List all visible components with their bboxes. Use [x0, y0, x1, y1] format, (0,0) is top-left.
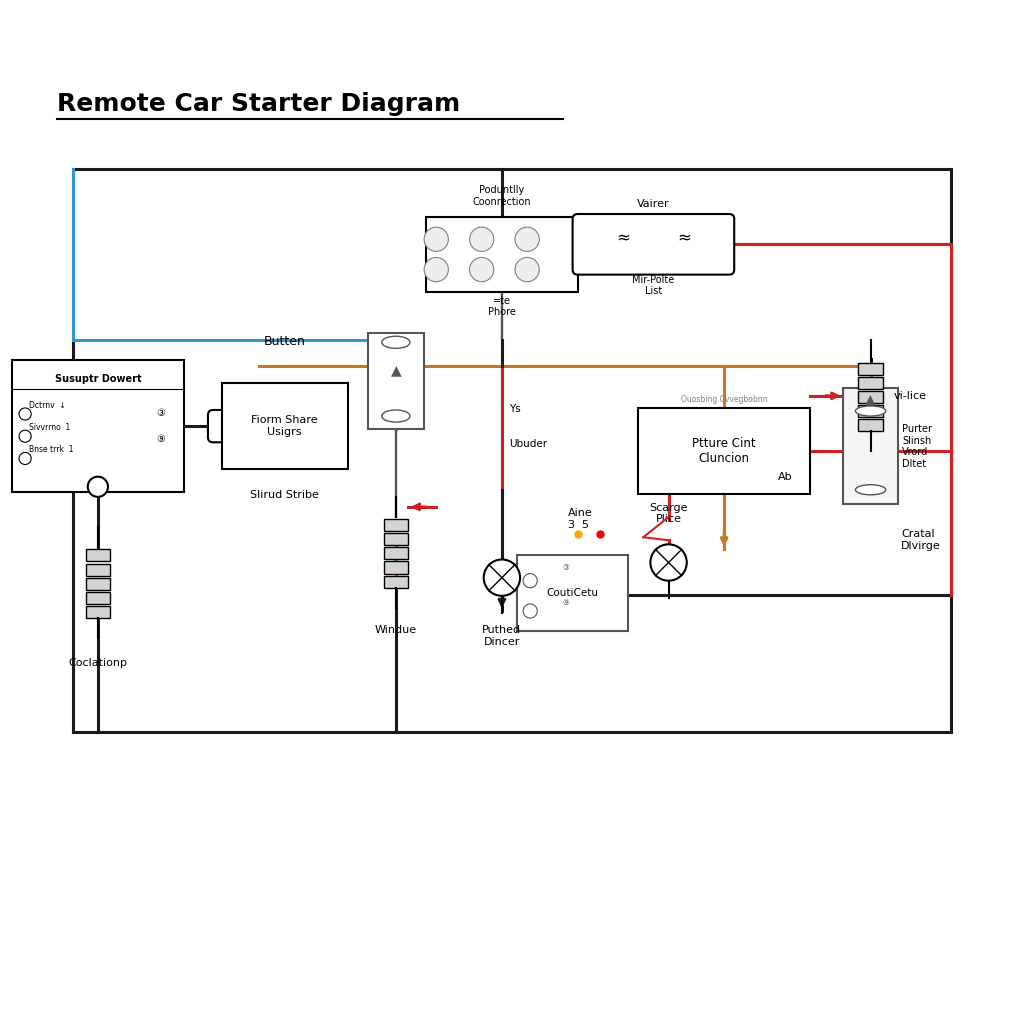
Circle shape [515, 257, 540, 282]
Text: =te
Phore: =te Phore [488, 296, 516, 317]
Text: ③: ③ [562, 563, 569, 572]
Bar [384, 575, 408, 588]
Circle shape [650, 545, 687, 581]
Bar [858, 404, 883, 417]
Bar [384, 534, 408, 546]
Text: ▲: ▲ [390, 364, 401, 378]
Circle shape [523, 573, 538, 588]
Circle shape [424, 227, 449, 251]
Text: ⑨: ⑨ [157, 434, 165, 444]
Ellipse shape [855, 484, 886, 495]
Text: Fiorm Share
Usigrs: Fiorm Share Usigrs [252, 416, 318, 437]
Text: Ouosbing Cvvegbobnn: Ouosbing Cvvegbobnn [681, 395, 767, 403]
Circle shape [88, 476, 108, 497]
Ellipse shape [855, 406, 886, 416]
FancyBboxPatch shape [426, 216, 578, 292]
Text: Sivvrrno  1: Sivvrrno 1 [29, 423, 71, 432]
Circle shape [19, 453, 31, 465]
Text: Windue: Windue [375, 625, 417, 635]
Text: Mir-Polte
List: Mir-Polte List [632, 274, 675, 296]
Text: Ubuder: Ubuder [509, 439, 547, 450]
FancyBboxPatch shape [638, 409, 810, 495]
Bar [858, 391, 883, 402]
FancyBboxPatch shape [12, 360, 183, 492]
Text: Dctrnv  ↓: Dctrnv ↓ [29, 400, 66, 410]
FancyBboxPatch shape [517, 555, 628, 631]
Text: ▲: ▲ [865, 392, 876, 406]
Text: vi-lice: vi-lice [894, 391, 927, 400]
Circle shape [19, 408, 31, 420]
Text: ③: ③ [157, 408, 165, 418]
Text: Remote Car Starter Diagram: Remote Car Starter Diagram [57, 92, 461, 116]
Text: Coclationp: Coclationp [69, 658, 127, 669]
FancyBboxPatch shape [368, 333, 424, 429]
Ellipse shape [382, 410, 410, 422]
Bar [86, 578, 110, 590]
Text: CoutiCetu: CoutiCetu [547, 588, 599, 598]
Text: Ab: Ab [778, 472, 793, 481]
Circle shape [19, 430, 31, 442]
Bar [86, 549, 110, 561]
Circle shape [523, 604, 538, 618]
Bar [86, 563, 110, 575]
Text: ⑨: ⑨ [562, 598, 569, 607]
Text: Slirud Stribe: Slirud Stribe [250, 489, 319, 500]
Text: Puthed
Dincer: Puthed Dincer [482, 625, 521, 647]
Circle shape [470, 257, 494, 282]
Text: ≈: ≈ [616, 228, 630, 246]
Bar [384, 548, 408, 559]
Text: Bnse trrk  1: Bnse trrk 1 [29, 445, 74, 455]
Bar [858, 419, 883, 431]
Text: ≈: ≈ [677, 228, 690, 246]
Text: Ys: Ys [509, 404, 521, 414]
FancyBboxPatch shape [843, 388, 898, 505]
FancyBboxPatch shape [221, 383, 348, 469]
Circle shape [483, 559, 520, 596]
Text: Vairer: Vairer [637, 199, 670, 209]
Text: Poduntlly
Coonrection: Poduntlly Coonrection [473, 185, 531, 207]
Bar [86, 592, 110, 604]
Text: Susuptr Dowert: Susuptr Dowert [54, 374, 141, 384]
Text: Purter
Slinsh
Vrord
Dltet: Purter Slinsh Vrord Dltet [902, 424, 932, 469]
Bar [384, 519, 408, 531]
FancyBboxPatch shape [208, 410, 230, 442]
Circle shape [515, 227, 540, 251]
Text: Aine
3  5: Aine 3 5 [567, 508, 592, 529]
Text: Ptture Cint
Cluncion: Ptture Cint Cluncion [692, 437, 756, 465]
Circle shape [424, 257, 449, 282]
Bar [384, 561, 408, 573]
Bar [858, 377, 883, 389]
Text: Cratal
Dlvirge: Cratal Dlvirge [901, 529, 941, 551]
FancyBboxPatch shape [572, 214, 734, 274]
Bar [858, 362, 883, 375]
Ellipse shape [382, 336, 410, 348]
Circle shape [470, 227, 494, 251]
Text: Scarge
Plice: Scarge Plice [649, 503, 688, 524]
Bar [86, 606, 110, 618]
Text: Butten: Butten [264, 336, 305, 348]
